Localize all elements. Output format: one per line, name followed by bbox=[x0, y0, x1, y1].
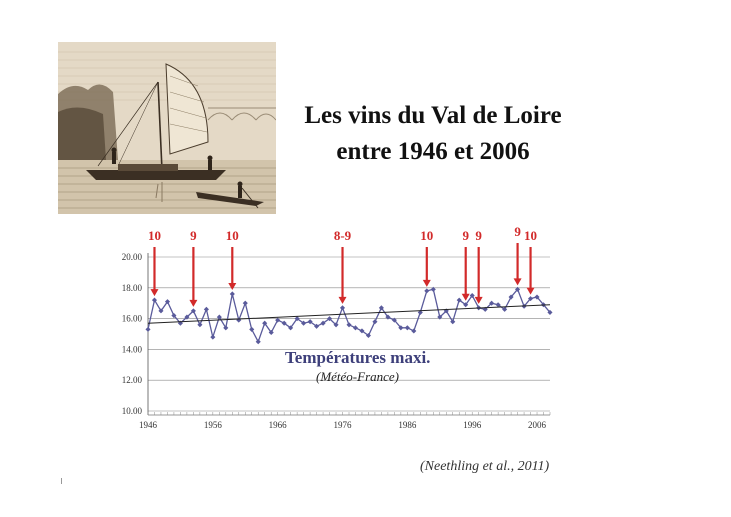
annotation-label-3: 8-9 bbox=[334, 228, 352, 243]
annotation-arrow-head bbox=[228, 282, 237, 290]
data-point bbox=[391, 317, 397, 323]
data-point bbox=[450, 319, 456, 325]
chart-series bbox=[145, 286, 553, 345]
annotation-arrow-head bbox=[422, 279, 431, 287]
x-tick-label-0: 1946 bbox=[139, 420, 158, 430]
data-point bbox=[502, 306, 508, 312]
data-point bbox=[275, 317, 281, 323]
data-point bbox=[424, 288, 430, 294]
data-point bbox=[229, 291, 235, 297]
trend-line bbox=[147, 304, 551, 324]
data-point bbox=[255, 339, 261, 345]
y-tick-label-5: 20.00 bbox=[122, 252, 143, 262]
data-point bbox=[534, 294, 540, 300]
data-point bbox=[151, 297, 158, 303]
slide-title-line-2: entre 1946 et 2006 bbox=[336, 138, 530, 165]
data-point bbox=[171, 312, 177, 319]
data-point bbox=[301, 320, 307, 326]
x-tick-label-5: 1996 bbox=[463, 420, 482, 430]
annotation-arrow-head bbox=[513, 278, 522, 286]
data-point bbox=[145, 326, 151, 332]
chart-annotations: 10 9 10 8-9 10 9 9 9 10 bbox=[148, 224, 537, 307]
annotation-label-6: 9 bbox=[475, 228, 482, 243]
temperature-chart-svg: 10.00 12.00 14.00 16.00 18.00 20.00 1946 1956 19… bbox=[122, 224, 553, 430]
data-point bbox=[164, 299, 171, 305]
y-tick-label-3: 16.00 bbox=[122, 314, 143, 324]
data-point bbox=[339, 305, 346, 311]
annotation-arrow-head bbox=[526, 287, 535, 295]
x-tick-label-1: 1956 bbox=[204, 420, 223, 430]
chart-axes: 10.00 12.00 14.00 16.00 18.00 20.00 1946 1956 19… bbox=[122, 252, 551, 430]
slide-title: Les vins du Val de Loire entre 1946 et 2… bbox=[276, 98, 590, 170]
annotation-arrow-head bbox=[338, 296, 347, 304]
data-point bbox=[508, 294, 514, 300]
y-tick-label-0: 10.00 bbox=[122, 406, 143, 416]
chart-subtitle: (Météo-France) bbox=[316, 369, 399, 384]
data-point bbox=[249, 326, 255, 332]
x-tick-label-4: 1986 bbox=[398, 420, 417, 430]
y-tick-label-2: 14.00 bbox=[122, 344, 143, 354]
data-point bbox=[469, 292, 475, 299]
annotation-label-7: 9 bbox=[514, 224, 521, 239]
data-point bbox=[320, 320, 326, 326]
y-tick-label-1: 12.00 bbox=[122, 375, 143, 385]
annotation-label-8: 10 bbox=[524, 228, 537, 243]
annotation-arrow-head bbox=[461, 293, 470, 301]
x-tick-label-6: 2006 bbox=[528, 420, 547, 430]
data-point bbox=[359, 328, 365, 334]
data-point bbox=[365, 332, 371, 339]
citation: (Neethling et al., 2011) bbox=[420, 459, 550, 474]
data-point bbox=[307, 319, 313, 325]
annotation-label-4: 10 bbox=[420, 228, 433, 243]
data-point bbox=[346, 322, 352, 328]
data-point bbox=[197, 322, 203, 328]
slide-title-line-1: Les vins du Val de Loire bbox=[304, 102, 562, 129]
y-tick-label-4: 18.00 bbox=[122, 283, 143, 293]
data-point bbox=[430, 286, 436, 292]
data-point bbox=[262, 320, 268, 326]
data-point bbox=[352, 325, 359, 331]
annotation-arrow-head bbox=[189, 299, 198, 307]
sailboat-engraving-image bbox=[58, 42, 276, 214]
data-point bbox=[281, 320, 287, 326]
data-point bbox=[210, 334, 216, 340]
temperature-line bbox=[147, 288, 551, 344]
x-tick-label-2: 1966 bbox=[269, 420, 288, 430]
chart-title: Températures maxi. bbox=[285, 348, 430, 367]
annotation-arrow-head bbox=[474, 296, 483, 304]
annotation-label-0: 10 bbox=[148, 228, 161, 243]
data-point bbox=[404, 325, 410, 331]
annotation-label-2: 10 bbox=[226, 228, 239, 243]
annotation-arrow-head bbox=[150, 289, 159, 297]
annotation-label-1: 9 bbox=[190, 228, 197, 243]
chart-gridlines bbox=[148, 256, 550, 412]
data-point bbox=[242, 300, 248, 306]
data-point bbox=[203, 306, 209, 312]
temperature-chart: 10.00 12.00 14.00 16.00 18.00 20.00 1946 1956 19… bbox=[96, 224, 566, 436]
corner-mark bbox=[61, 478, 62, 484]
annotation-label-5: 9 bbox=[462, 228, 469, 243]
data-point bbox=[411, 328, 417, 334]
x-tick-label-3: 1976 bbox=[334, 420, 353, 430]
data-point bbox=[372, 319, 378, 325]
